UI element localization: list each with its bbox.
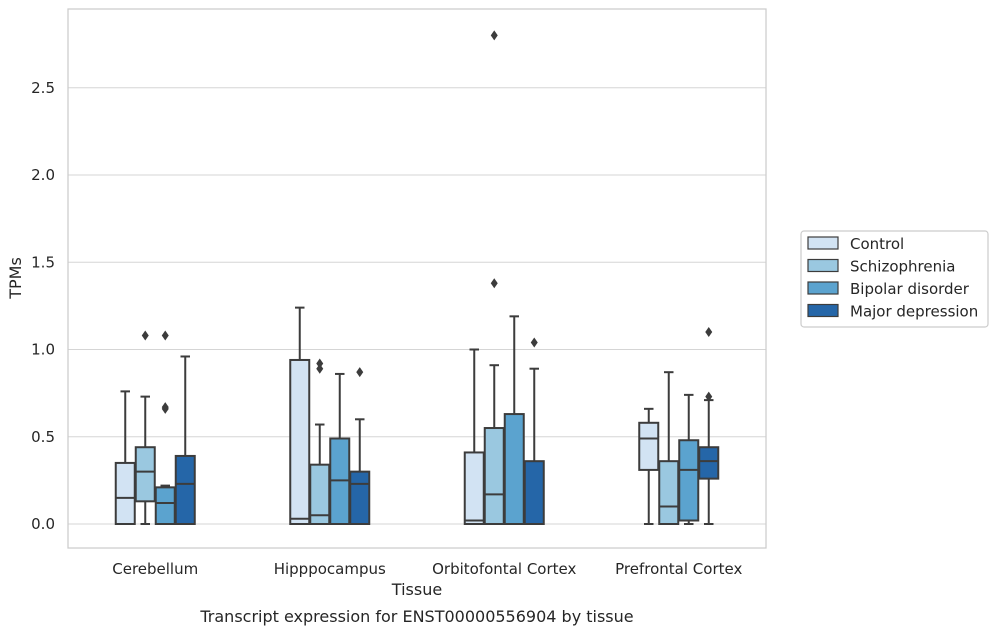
box-3-0 [638,407,660,525]
legend-label: Control [850,235,904,253]
legend-item: Bipolar disorder [807,280,970,298]
x-tick-label: Orbitofontal Cortex [432,560,576,578]
box-0-2 [154,330,176,526]
outlier-point [705,391,713,402]
box-iqr [174,454,196,526]
box-2-0 [463,348,485,525]
x-tick-labels: Cerebellum Hipppocampus Orbitofontal Corte… [112,560,742,578]
box-1-3 [349,367,371,525]
legend-item: Control [807,235,904,253]
box-1-1 [309,358,331,526]
box-iqr [658,460,680,525]
outlier-point [490,30,498,41]
box-0-3 [174,355,196,526]
box-iqr [523,460,545,525]
x-axis-title: Tissue [391,580,442,599]
box-iqr [154,486,176,526]
legend: Control Schizophrenia Bipolar disorder Majo… [800,230,989,328]
y-tick-label: 2.0 [31,166,55,184]
x-tick-label: Cerebellum [112,560,198,578]
y-tick-label: 2.5 [31,79,55,97]
legend-swatch [807,281,839,295]
box-iqr [678,439,700,522]
plot-frame [67,8,767,549]
outlier-point [530,337,538,348]
box-1-0 [289,306,311,525]
box-2-3 [523,337,545,525]
legend-swatch [807,258,839,273]
box-iqr [349,470,371,525]
outlier-point [161,330,169,341]
box-iqr [698,446,720,480]
box-iqr [483,427,505,525]
box-3-3 [698,327,720,525]
box-iqr [638,421,660,471]
outlier-point [316,363,324,374]
box-iqr [134,446,156,503]
legend-item: Major depression [807,303,978,321]
outlier-point [141,330,149,341]
box-0-0 [114,390,136,525]
legend-label: Bipolar disorder [850,280,970,298]
box-iqr [503,413,525,525]
y-tick-label: 0.0 [31,515,55,533]
legend-swatch [807,303,839,318]
outlier-point [705,327,713,338]
outlier-point [316,358,324,369]
legend-label: Major depression [850,303,978,321]
x-tick-label: Prefrontal Cortex [615,560,742,578]
box-iqr [289,358,311,525]
y-tick-label: 0.5 [31,428,55,446]
box-2-2 [503,315,525,525]
chart-caption: Transcript expression for ENST0000055690… [199,607,633,626]
y-tick-label: 1.0 [31,341,55,359]
outlier-point [490,278,498,289]
box-2-1 [483,30,505,525]
outlier-point [161,402,169,413]
gridlines [68,87,766,525]
y-tick-label: 1.5 [31,253,55,271]
x-tick-label: Hipppocampus [274,560,386,578]
box-1-2 [329,372,351,525]
box-0-1 [134,330,156,525]
legend-frame [800,230,989,328]
legend-label: Schizophrenia [850,258,955,276]
box-3-2 [678,393,700,525]
y-tick-labels: 0.0 0.5 1.0 1.5 2.0 2.5 [31,79,55,533]
legend-item: Schizophrenia [807,258,955,276]
box-3-1 [658,371,680,525]
boxes-layer [114,30,720,526]
y-axis-title: TPMs [6,257,25,300]
legend-swatch [807,236,839,250]
outlier-point [356,367,364,378]
box-iqr [463,451,485,525]
box-iqr [114,461,136,525]
